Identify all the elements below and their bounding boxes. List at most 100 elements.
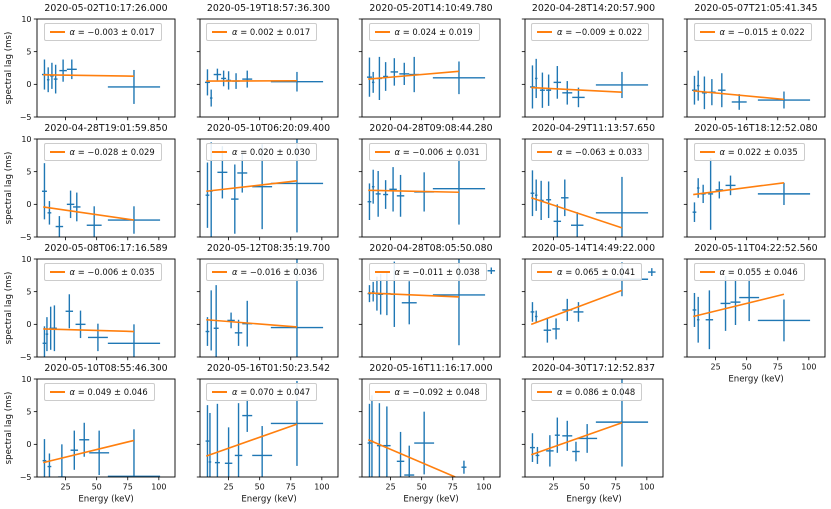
subplot-title: 2020-04-28T14:20:57.900 xyxy=(531,2,656,14)
fit-line xyxy=(530,197,622,229)
legend-label: α = −0.015 ± 0.022 xyxy=(720,27,805,37)
legend-label: α = −0.063 ± 0.033 xyxy=(557,147,642,157)
fit-line xyxy=(43,206,135,221)
y-tick-label: −5 xyxy=(20,473,32,482)
fit-line xyxy=(43,328,134,333)
legend: α = 0.065 ± 0.041 xyxy=(531,262,643,281)
subplot-title: 2020-05-14T14:49:22.000 xyxy=(531,242,656,254)
y-tick-label: 0 xyxy=(26,80,31,89)
fit-line-legend-swatch xyxy=(537,270,552,273)
fit-line xyxy=(367,439,456,477)
errorbar-series xyxy=(529,58,648,109)
legend-label: α = 0.002 ± 0.017 xyxy=(232,27,310,37)
fit-line xyxy=(368,189,459,194)
x-tick-label: 75 xyxy=(448,483,458,492)
legend: α = −0.092 ± 0.048 xyxy=(368,382,487,401)
errorbar-series xyxy=(42,422,161,477)
subplot-axes: −5 0 5 10 xyxy=(20,135,176,242)
subplot-axes: 25 50 75 100 Energy (keV) xyxy=(196,378,338,505)
x-axis-label: Energy (keV) xyxy=(78,495,133,505)
alpha-value: = −0.092 ± 0.048 xyxy=(400,386,480,397)
alpha-value: = −0.016 ± 0.036 xyxy=(237,266,318,277)
fit-line-legend-swatch xyxy=(49,390,65,393)
alpha-symbol: α xyxy=(394,26,401,37)
fit-line-legend-swatch xyxy=(537,390,552,393)
x-tick-label: 75 xyxy=(773,363,783,372)
y-tick-label: 5 xyxy=(26,288,31,297)
errorbar-series xyxy=(42,294,161,357)
alpha-symbol: α xyxy=(69,266,76,277)
x-tick-label: 50 xyxy=(254,483,264,492)
x-axis-label: Energy (keV) xyxy=(566,495,621,505)
fit-line xyxy=(368,292,460,298)
subplot-axes xyxy=(358,258,501,361)
fit-line xyxy=(205,318,297,328)
y-tick-label: 10 xyxy=(21,255,31,264)
x-axis-label: Energy (keV) xyxy=(728,375,783,385)
fit-line xyxy=(530,289,622,326)
errorbar-series xyxy=(205,380,323,477)
legend-label: α = 0.065 ± 0.041 xyxy=(557,267,635,277)
alpha-value: = −0.009 ± 0.022 xyxy=(562,26,643,37)
fit-line-legend-swatch xyxy=(699,270,715,273)
fit-line-legend-swatch xyxy=(374,150,390,153)
errorbar-series xyxy=(366,56,486,101)
subplot-title: 2020-05-16T01:50:23.542 xyxy=(206,362,331,374)
alpha-value: = −0.015 ± 0.022 xyxy=(725,26,805,37)
fit-line xyxy=(693,90,785,101)
fit-line xyxy=(43,74,134,77)
y-tick-label: 10 xyxy=(21,135,31,144)
legend: α = −0.028 ± 0.029 xyxy=(43,142,162,161)
x-axis-label: Energy (keV) xyxy=(403,495,458,505)
subplot-title: 2020-05-10T06:20:09.400 xyxy=(206,122,331,134)
subplot-title: 2020-04-30T17:12:52.837 xyxy=(531,362,656,374)
errorbar-series xyxy=(41,163,161,237)
legend-label: α = −0.011 ± 0.038 xyxy=(395,267,480,277)
alpha-symbol: α xyxy=(394,146,401,157)
legend-label: α = 0.070 ± 0.047 xyxy=(232,387,310,397)
x-tick-label: 100 xyxy=(639,483,654,492)
alpha-value: = 0.049 ± 0.046 xyxy=(75,386,148,397)
legend: α = 0.086 ± 0.048 xyxy=(531,382,643,401)
legend: α = 0.020 ± 0.030 xyxy=(206,142,318,161)
fit-line xyxy=(43,439,135,464)
alpha-symbol: α xyxy=(719,266,726,277)
fit-line-legend-swatch xyxy=(49,30,65,33)
subplot-axes: −5 0 5 10 25 50 75 100 Energy (keV) xyxy=(20,375,176,505)
legend-label: α = −0.006 ± 0.031 xyxy=(395,147,480,157)
x-tick-label: 25 xyxy=(61,483,71,492)
alpha-symbol: α xyxy=(232,266,238,277)
legend-label: α = 0.024 ± 0.019 xyxy=(395,27,473,37)
subplot-title: 2020-04-28T09:08:44.280 xyxy=(369,122,493,134)
errorbar-series xyxy=(367,152,486,225)
fit-line-legend-swatch xyxy=(212,390,227,393)
legend: α = −0.006 ± 0.031 xyxy=(368,142,487,161)
legend: α = 0.070 ± 0.047 xyxy=(206,382,318,401)
x-tick-label: 100 xyxy=(476,483,491,492)
fit-line-legend-swatch xyxy=(49,270,65,273)
subplot-axes xyxy=(521,138,663,241)
fit-line xyxy=(205,423,297,457)
y-tick-label: 10 xyxy=(21,375,31,384)
alpha-value: = 0.086 ± 0.048 xyxy=(562,386,636,397)
subplot-axes xyxy=(683,138,826,241)
alpha-symbol: α xyxy=(232,26,238,37)
errorbar-series xyxy=(41,59,161,104)
legend: α = −0.016 ± 0.036 xyxy=(206,262,325,281)
x-tick-label: 25 xyxy=(548,483,558,492)
x-tick-label: 25 xyxy=(711,363,721,372)
subplot-title: 2020-05-16T18:12:52.080 xyxy=(694,122,818,134)
y-tick-label: 5 xyxy=(26,408,31,417)
alpha-symbol: α xyxy=(719,26,726,37)
y-axis-label: spectral lag (ms) xyxy=(4,31,14,105)
alpha-symbol: α xyxy=(557,266,563,277)
alpha-symbol: α xyxy=(232,386,238,397)
fit-line xyxy=(530,86,622,93)
y-axis-label: spectral lag (ms) xyxy=(4,391,14,465)
errorbar-series xyxy=(530,170,648,237)
x-tick-label: 100 xyxy=(801,363,816,372)
fit-line-legend-swatch xyxy=(374,30,390,33)
x-tick-label: 50 xyxy=(742,363,752,372)
fit-line xyxy=(693,293,785,318)
